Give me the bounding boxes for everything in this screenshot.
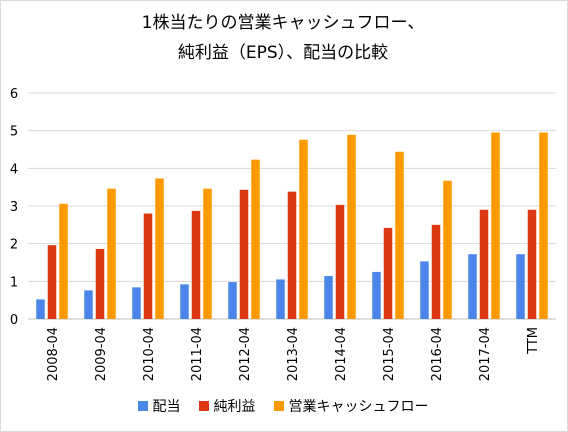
bar-1-2 xyxy=(143,213,153,319)
legend-item: 配当 xyxy=(137,396,181,416)
chart-legend: 配当 純利益 営業キャッシュフロー xyxy=(0,396,566,416)
bar-2-3 xyxy=(203,188,212,319)
bar-1-0 xyxy=(47,245,57,319)
x-tick-label: 2008-04 xyxy=(46,327,61,381)
legend-swatch xyxy=(137,401,148,411)
y-tick-label: 5 xyxy=(10,125,18,140)
bar-2-5 xyxy=(299,139,308,319)
bar-0-5 xyxy=(276,279,285,319)
chart-title-line2: 純利益（EPS）、配当の比較 xyxy=(177,43,389,63)
bar-1-10 xyxy=(527,209,537,319)
legend-swatch xyxy=(273,401,284,411)
x-tick-label: 2009-04 xyxy=(94,327,109,381)
x-tick-label: 2016-04 xyxy=(430,327,445,381)
x-tick-label: 2011-04 xyxy=(190,327,205,381)
x-tick-label: 2010-04 xyxy=(142,327,157,381)
bar-0-7 xyxy=(372,271,381,319)
x-tick-label: 2014-04 xyxy=(334,327,349,381)
bar-0-9 xyxy=(468,254,477,319)
y-tick-label: 4 xyxy=(10,162,18,177)
bar-1-3 xyxy=(191,210,201,319)
bar-1-7 xyxy=(383,227,393,319)
y-tick-label: 1 xyxy=(10,275,18,290)
bar-2-4 xyxy=(251,159,260,319)
x-tick-label: 2013-04 xyxy=(286,327,301,381)
bar-2-7 xyxy=(395,151,404,319)
bar-0-10 xyxy=(516,254,525,319)
y-tick-label: 3 xyxy=(10,200,18,215)
x-tick-label: TTM xyxy=(526,327,541,355)
legend-label: 純利益 xyxy=(213,399,256,415)
bar-2-6 xyxy=(347,134,356,319)
x-tick-label: 2017-04 xyxy=(478,327,493,381)
x-tick-label: 2012-04 xyxy=(238,327,253,381)
bar-2-0 xyxy=(59,203,68,319)
y-tick-label: 2 xyxy=(10,238,18,253)
bar-0-1 xyxy=(84,290,93,319)
bar-2-1 xyxy=(107,188,116,319)
y-tick-label: 6 xyxy=(10,87,18,102)
y-tick-label: 0 xyxy=(10,313,18,328)
legend-label: 営業キャッシュフロー xyxy=(288,399,429,415)
x-tick-label: 2015-04 xyxy=(382,327,397,381)
bar-0-8 xyxy=(420,261,429,319)
bar-2-9 xyxy=(491,132,500,319)
bar-0-6 xyxy=(324,276,333,319)
bar-1-4 xyxy=(239,189,249,319)
chart-title: 1株当たりの営業キャッシュフロー、 純利益（EPS）、配当の比較 xyxy=(0,8,566,68)
bar-1-5 xyxy=(287,191,297,319)
legend-swatch xyxy=(198,401,209,411)
chart-title-line1: 1株当たりの営業キャッシュフロー、 xyxy=(141,13,425,33)
bar-0-3 xyxy=(180,284,189,319)
bar-2-2 xyxy=(155,178,164,319)
bar-1-9 xyxy=(479,209,489,319)
legend-label: 配当 xyxy=(152,399,181,415)
legend-item: 営業キャッシュフロー xyxy=(273,396,429,416)
bar-2-8 xyxy=(443,180,452,319)
bar-1-8 xyxy=(431,224,441,319)
bar-1-6 xyxy=(335,204,345,319)
bar-0-2 xyxy=(132,287,141,319)
bar-0-0 xyxy=(36,299,45,319)
bar-0-4 xyxy=(228,282,237,319)
bar-1-1 xyxy=(95,248,105,319)
legend-item: 純利益 xyxy=(198,396,256,416)
bar-2-10 xyxy=(539,132,548,319)
